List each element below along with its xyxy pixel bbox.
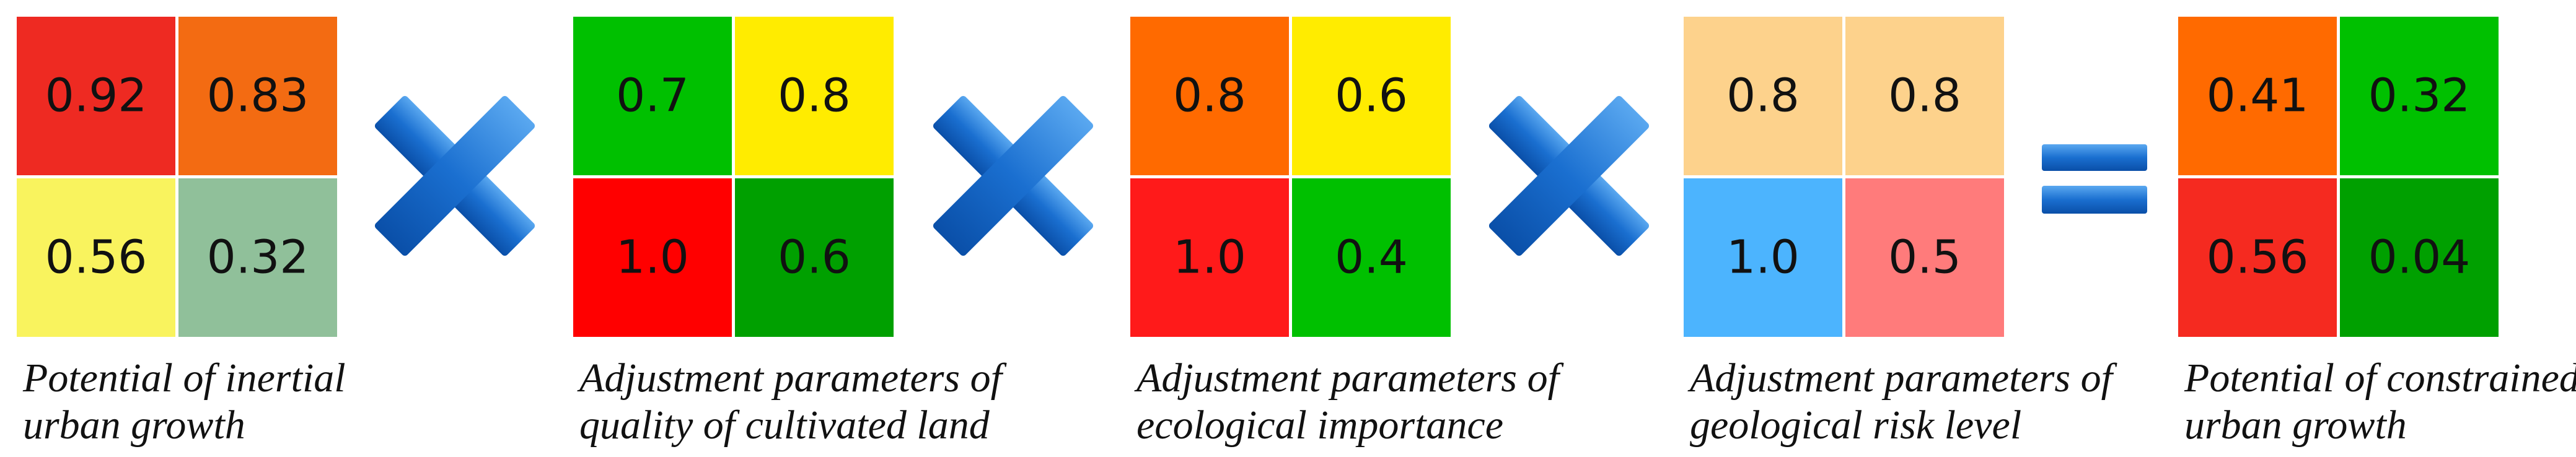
grid-cell: [1292, 178, 1451, 337]
cell-value: 0.6: [778, 231, 851, 284]
cell-value: 1.0: [1173, 231, 1246, 284]
grid-cell: [1292, 17, 1451, 175]
grid-cell: [1845, 17, 2004, 175]
cell-value: 0.8: [1888, 69, 1961, 123]
caption: Potential of inertial: [22, 355, 346, 401]
grid-cell: [1130, 17, 1289, 175]
caption: quality of cultivated land: [579, 403, 990, 448]
cell-value: 0.92: [45, 69, 147, 123]
equals-sign: [2042, 144, 2147, 214]
caption: ecological importance: [1136, 403, 1503, 448]
cell-value: 0.6: [1335, 69, 1408, 123]
cell-value: 0.8: [1173, 69, 1246, 123]
grid-cell: [1130, 178, 1289, 337]
cell-value: 0.56: [45, 231, 147, 284]
grid-cell: [1684, 17, 1842, 175]
grid-cell: [2178, 17, 2337, 175]
caption: Potential of constrained: [2184, 355, 2576, 401]
caption: urban growth: [2184, 403, 2407, 448]
cell-value: 0.56: [2207, 231, 2309, 284]
cell-value: 1.0: [616, 231, 689, 284]
cell-value: 0.7: [616, 69, 689, 123]
cell-value: 0.83: [207, 69, 309, 123]
caption: urban growth: [23, 403, 245, 448]
cell-value: 0.8: [778, 69, 851, 123]
grid-cell: [17, 17, 175, 175]
multiply-sign: [374, 95, 535, 256]
caption: Adjustment parameters of: [577, 355, 1007, 401]
caption: geological risk level: [1690, 403, 2021, 448]
caption: Adjustment parameters of: [1134, 355, 1564, 401]
cell-value: 0.41: [2207, 69, 2309, 123]
multiply-sign: [933, 95, 1094, 256]
cell-value: 0.5: [1888, 231, 1961, 284]
grid-cell: [735, 178, 894, 337]
caption: Adjustment parameters of: [1687, 355, 2117, 401]
cell-value: 0.04: [2368, 231, 2471, 284]
grid-cell: [573, 17, 732, 175]
grid-cell: [2340, 178, 2499, 337]
cell-value: 1.0: [1726, 231, 1800, 284]
grid-cell: [1684, 178, 1842, 337]
cell-value: 0.8: [1726, 69, 1800, 123]
cell-value: 0.32: [207, 231, 309, 284]
grid-cell: [2340, 17, 2499, 175]
grid-cell: [573, 178, 732, 337]
multiply-sign: [1488, 95, 1650, 256]
cell-value: 0.32: [2368, 69, 2471, 123]
grid-cell: [178, 178, 337, 337]
grid-cell: [735, 17, 894, 175]
grid-cell: [178, 17, 337, 175]
grid-cell: [17, 178, 175, 337]
grid-cell: [1845, 178, 2004, 337]
cell-value: 0.4: [1335, 231, 1408, 284]
grid-cell: [2178, 178, 2337, 337]
